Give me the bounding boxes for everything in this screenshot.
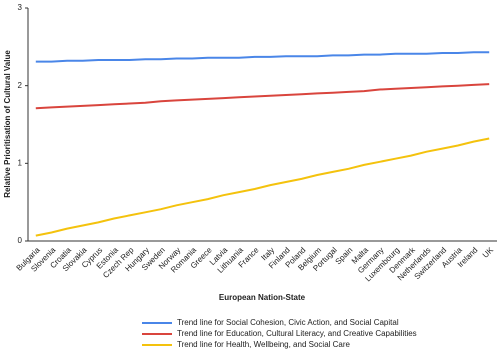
- trend-line: [35, 51, 490, 63]
- trend-line: [35, 83, 490, 110]
- y-tick-label: 2: [18, 81, 23, 90]
- trend-line: [35, 137, 490, 237]
- legend-label: Trend line for Health, Wellbeing, and So…: [177, 340, 351, 349]
- y-tick-label: 0: [18, 236, 23, 245]
- x-tick-label: Spain: [334, 246, 355, 267]
- y-tick-label: 1: [18, 158, 23, 167]
- legend-label: Trend line for Social Cohesion, Civic Ac…: [177, 318, 399, 327]
- y-tick-label: 3: [18, 3, 23, 12]
- y-axis-title: Relative Prioritisation of Cultural Valu…: [3, 50, 12, 198]
- x-tick-label: UK: [481, 245, 496, 260]
- x-axis-title: European Nation-State: [219, 293, 306, 302]
- legend-label: Trend line for Education, Cultural Liter…: [177, 329, 417, 338]
